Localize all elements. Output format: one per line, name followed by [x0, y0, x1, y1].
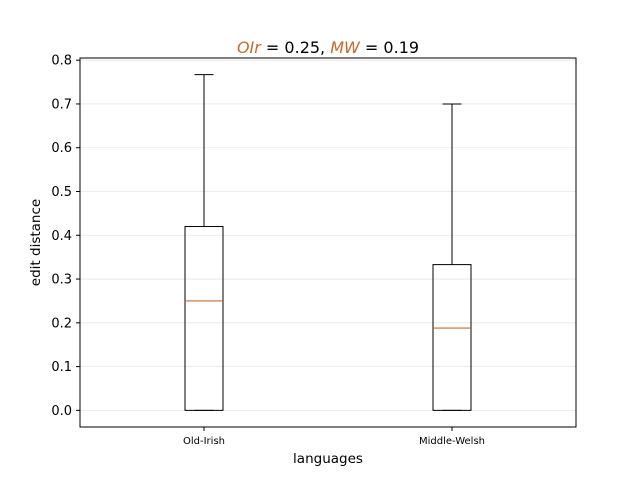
gridlines: [80, 59, 576, 411]
y-tick-label: 0.5: [51, 185, 72, 200]
y-tick-label: 0.7: [51, 97, 72, 112]
title-value: ,: [320, 38, 330, 57]
iqr-box: [184, 226, 224, 411]
box-middle-welsh: [432, 103, 472, 411]
title-symbol: MW: [330, 38, 361, 57]
plot-area-frame: [79, 57, 577, 428]
y-tick-label: 0.6: [51, 141, 72, 156]
x-axis-label: languages: [293, 451, 363, 467]
boxes: [184, 74, 472, 411]
y-tick-label: 0.0: [51, 404, 72, 419]
chart-title: OIr = 0.25, MW = 0.19: [237, 38, 419, 57]
x-tick-label: Middle-Welsh: [419, 436, 485, 447]
title-value: = 0.25: [261, 38, 320, 57]
x-axis-ticks: Old-Irish Middle-Welsh: [183, 427, 485, 447]
box-old-irish: [184, 74, 224, 411]
y-tick-label: 0.1: [51, 360, 72, 375]
x-tick-label: Old-Irish: [183, 436, 225, 447]
y-tick-label: 0.4: [51, 229, 72, 244]
iqr-box: [432, 264, 472, 411]
y-tick-label: 0.3: [51, 273, 72, 288]
y-tick-label: 0.8: [51, 54, 72, 69]
y-tick-label: 0.2: [51, 316, 72, 331]
y-axis-ticks: 0.0 0.1 0.2 0.3 0.4 0.5 0.6 0.7 0.8: [51, 54, 80, 419]
title-symbol: OIr: [237, 38, 262, 57]
title-value: = 0.19: [360, 38, 419, 57]
y-axis-label: edit distance: [28, 199, 44, 286]
